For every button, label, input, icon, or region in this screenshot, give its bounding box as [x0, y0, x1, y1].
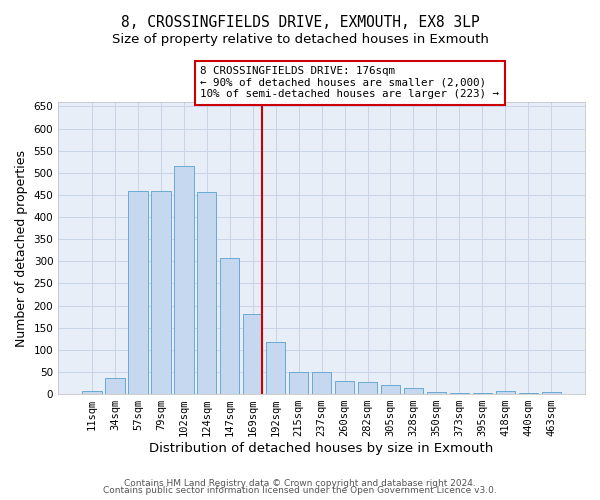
- Y-axis label: Number of detached properties: Number of detached properties: [15, 150, 28, 346]
- Bar: [542, 392, 561, 394]
- Bar: [243, 314, 262, 394]
- Text: Contains HM Land Registry data © Crown copyright and database right 2024.: Contains HM Land Registry data © Crown c…: [124, 478, 476, 488]
- Bar: [82, 390, 101, 394]
- Bar: [128, 192, 148, 394]
- Bar: [197, 192, 217, 394]
- Bar: [105, 378, 125, 394]
- Bar: [151, 190, 170, 394]
- Text: 8 CROSSINGFIELDS DRIVE: 176sqm
← 90% of detached houses are smaller (2,000)
10% : 8 CROSSINGFIELDS DRIVE: 176sqm ← 90% of …: [200, 66, 499, 99]
- Bar: [473, 393, 492, 394]
- Bar: [404, 388, 423, 394]
- Bar: [449, 393, 469, 394]
- Bar: [518, 393, 538, 394]
- Text: 8, CROSSINGFIELDS DRIVE, EXMOUTH, EX8 3LP: 8, CROSSINGFIELDS DRIVE, EXMOUTH, EX8 3L…: [121, 15, 479, 30]
- Bar: [496, 391, 515, 394]
- Bar: [427, 392, 446, 394]
- Bar: [266, 342, 286, 394]
- Bar: [335, 381, 355, 394]
- Bar: [220, 258, 239, 394]
- Bar: [358, 382, 377, 394]
- Text: Contains public sector information licensed under the Open Government Licence v3: Contains public sector information licen…: [103, 486, 497, 495]
- Text: Size of property relative to detached houses in Exmouth: Size of property relative to detached ho…: [112, 32, 488, 46]
- X-axis label: Distribution of detached houses by size in Exmouth: Distribution of detached houses by size …: [149, 442, 494, 455]
- Bar: [381, 385, 400, 394]
- Bar: [174, 166, 194, 394]
- Bar: [312, 372, 331, 394]
- Bar: [289, 372, 308, 394]
